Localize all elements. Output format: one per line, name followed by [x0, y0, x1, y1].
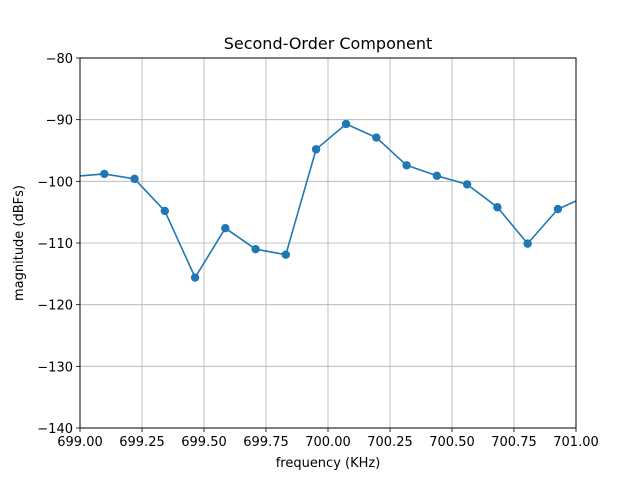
x-tick-label: 700.75 — [491, 435, 537, 450]
data-point — [584, 191, 592, 199]
data-point — [553, 204, 563, 214]
x-tick-label: 699.75 — [243, 435, 289, 450]
data-point — [130, 174, 139, 184]
y-axis-label: magnitude (dBFs) — [12, 185, 27, 301]
y-tick-label: −80 — [46, 52, 73, 67]
data-point — [523, 239, 532, 248]
data-point — [493, 203, 502, 212]
y-tick-label: −140 — [37, 422, 73, 437]
data-point — [281, 250, 291, 259]
y-tick-label: −110 — [37, 237, 73, 252]
x-tick-label: 700.50 — [429, 435, 475, 450]
x-tick-label: 699.00 — [57, 435, 103, 450]
data-point — [100, 169, 109, 179]
data-point — [462, 180, 472, 189]
data-point — [311, 145, 321, 154]
data-point — [341, 119, 351, 129]
data-point — [432, 171, 442, 180]
data-point — [402, 161, 411, 170]
x-tick-label: 699.25 — [119, 435, 165, 450]
x-tick-label: 701.00 — [553, 435, 599, 450]
y-tick-label: −120 — [37, 299, 73, 314]
series-line — [80, 123, 576, 279]
x-tick-label: 699.50 — [181, 435, 227, 450]
data-point — [372, 133, 381, 142]
y-tick-label: −100 — [37, 175, 73, 190]
chart-title: Second-Order Component — [224, 34, 433, 53]
x-tick-label: 700.00 — [305, 435, 351, 450]
data-point — [160, 206, 170, 216]
series-layer — [80, 119, 592, 282]
x-tick-label: 700.25 — [367, 435, 413, 450]
data-point — [251, 244, 260, 254]
y-tick-label: −90 — [46, 114, 73, 129]
y-tick-label: −130 — [37, 360, 73, 375]
data-point — [190, 273, 200, 282]
data-point — [221, 224, 230, 233]
ticks: 699.00 699.25 699.50 699.75 700.00 700.25 700.… — [37, 52, 598, 450]
x-axis-label: frequency (KHz) — [276, 456, 381, 471]
